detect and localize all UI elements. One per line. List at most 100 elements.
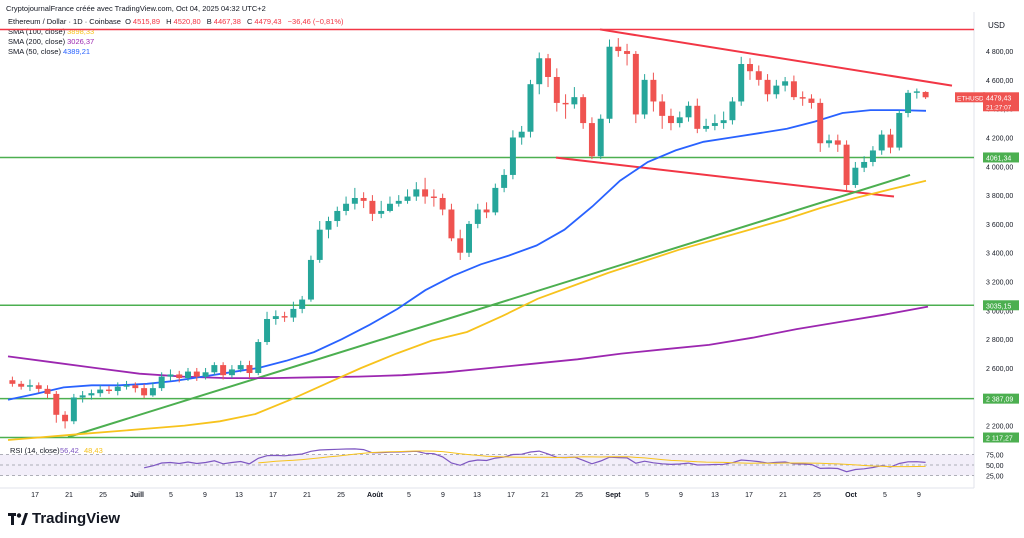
candle[interactable] [422,177,429,204]
candle[interactable] [685,101,692,122]
candle[interactable] [527,79,534,138]
candle[interactable] [395,195,402,207]
candle[interactable] [114,382,121,396]
candle[interactable] [351,187,358,210]
candle[interactable] [404,189,411,204]
candle[interactable] [615,38,622,57]
candle[interactable] [597,114,604,160]
candle[interactable] [905,89,912,118]
candle[interactable] [237,360,244,373]
candle[interactable] [448,203,455,242]
candle[interactable] [843,140,850,191]
symbol-ohlc-row[interactable]: Ethereum / Dollar · 1D · Coinbase O 4515,… [8,17,346,27]
candle[interactable] [220,362,227,380]
indicator-sma200[interactable]: SMA (200, close) 3026,37 [8,37,95,46]
candle[interactable] [659,94,666,129]
candle[interactable] [650,72,657,112]
candle[interactable] [176,370,183,383]
candle[interactable] [53,391,60,423]
candle[interactable] [518,125,525,145]
candle[interactable] [35,382,42,393]
candle[interactable] [764,74,771,102]
candle[interactable] [149,382,156,397]
candle[interactable] [826,134,833,148]
candle[interactable] [738,56,745,106]
candle[interactable] [676,111,683,128]
candle[interactable] [378,200,385,219]
candle[interactable] [536,52,543,95]
candle[interactable] [193,367,200,381]
candle[interactable] [369,195,376,222]
candle[interactable] [457,229,464,260]
candle[interactable] [316,221,323,263]
candle[interactable] [913,88,920,99]
candle[interactable] [466,221,472,258]
candle[interactable] [272,310,279,325]
candle[interactable] [132,382,139,393]
candle[interactable] [790,75,797,101]
indicator-sma50[interactable]: SMA (50, close) 4389,21 [8,47,91,56]
candle[interactable] [896,110,903,151]
candle[interactable] [694,98,701,134]
candle[interactable] [343,196,350,216]
candle[interactable] [202,367,209,380]
candle[interactable] [553,68,560,112]
candle[interactable] [509,130,516,180]
candle[interactable] [167,369,174,381]
candle[interactable] [817,98,824,152]
candle[interactable] [878,130,885,155]
candle[interactable] [439,193,446,216]
candle[interactable] [413,182,420,201]
candle[interactable] [869,146,876,167]
candle[interactable] [255,339,262,376]
candle[interactable] [641,74,648,119]
candle[interactable] [624,43,631,66]
candle[interactable] [755,65,762,86]
candle[interactable] [290,301,297,322]
candle[interactable] [729,97,736,125]
candle[interactable] [834,134,841,152]
candle[interactable] [185,367,191,381]
candle[interactable] [123,380,130,390]
candle[interactable] [483,202,490,219]
candle[interactable] [299,295,306,314]
candle[interactable] [9,376,16,387]
candle[interactable] [588,117,595,160]
candle[interactable] [141,383,148,399]
candle[interactable] [360,192,367,209]
tradingview-logo[interactable]: TradingView [8,510,120,527]
candle[interactable] [264,311,271,345]
candle[interactable] [773,79,780,99]
candle[interactable] [228,365,235,379]
candle[interactable] [571,87,578,109]
candle[interactable] [246,360,253,379]
candle[interactable] [62,411,69,429]
candle[interactable] [18,380,25,390]
candle[interactable] [474,203,481,229]
candle[interactable] [782,76,789,92]
candle[interactable] [922,91,929,100]
candle[interactable] [79,391,86,403]
candle[interactable] [492,183,499,216]
candle[interactable] [887,128,894,154]
candle[interactable] [861,156,868,173]
candle[interactable] [105,385,112,394]
candle[interactable] [808,94,815,109]
candle[interactable] [307,255,314,302]
candle[interactable] [501,169,508,193]
candle[interactable] [334,206,341,227]
candle[interactable] [70,393,77,425]
candle[interactable] [26,379,33,392]
candle[interactable] [562,94,569,119]
candle[interactable] [545,53,552,88]
candle[interactable] [580,94,587,129]
candle[interactable] [430,189,437,207]
candle[interactable] [852,161,859,188]
candle[interactable] [88,389,95,400]
candle[interactable] [703,118,710,132]
candle[interactable] [799,91,806,106]
candle[interactable] [711,114,718,131]
candle[interactable] [211,362,218,376]
candle[interactable] [747,58,753,80]
